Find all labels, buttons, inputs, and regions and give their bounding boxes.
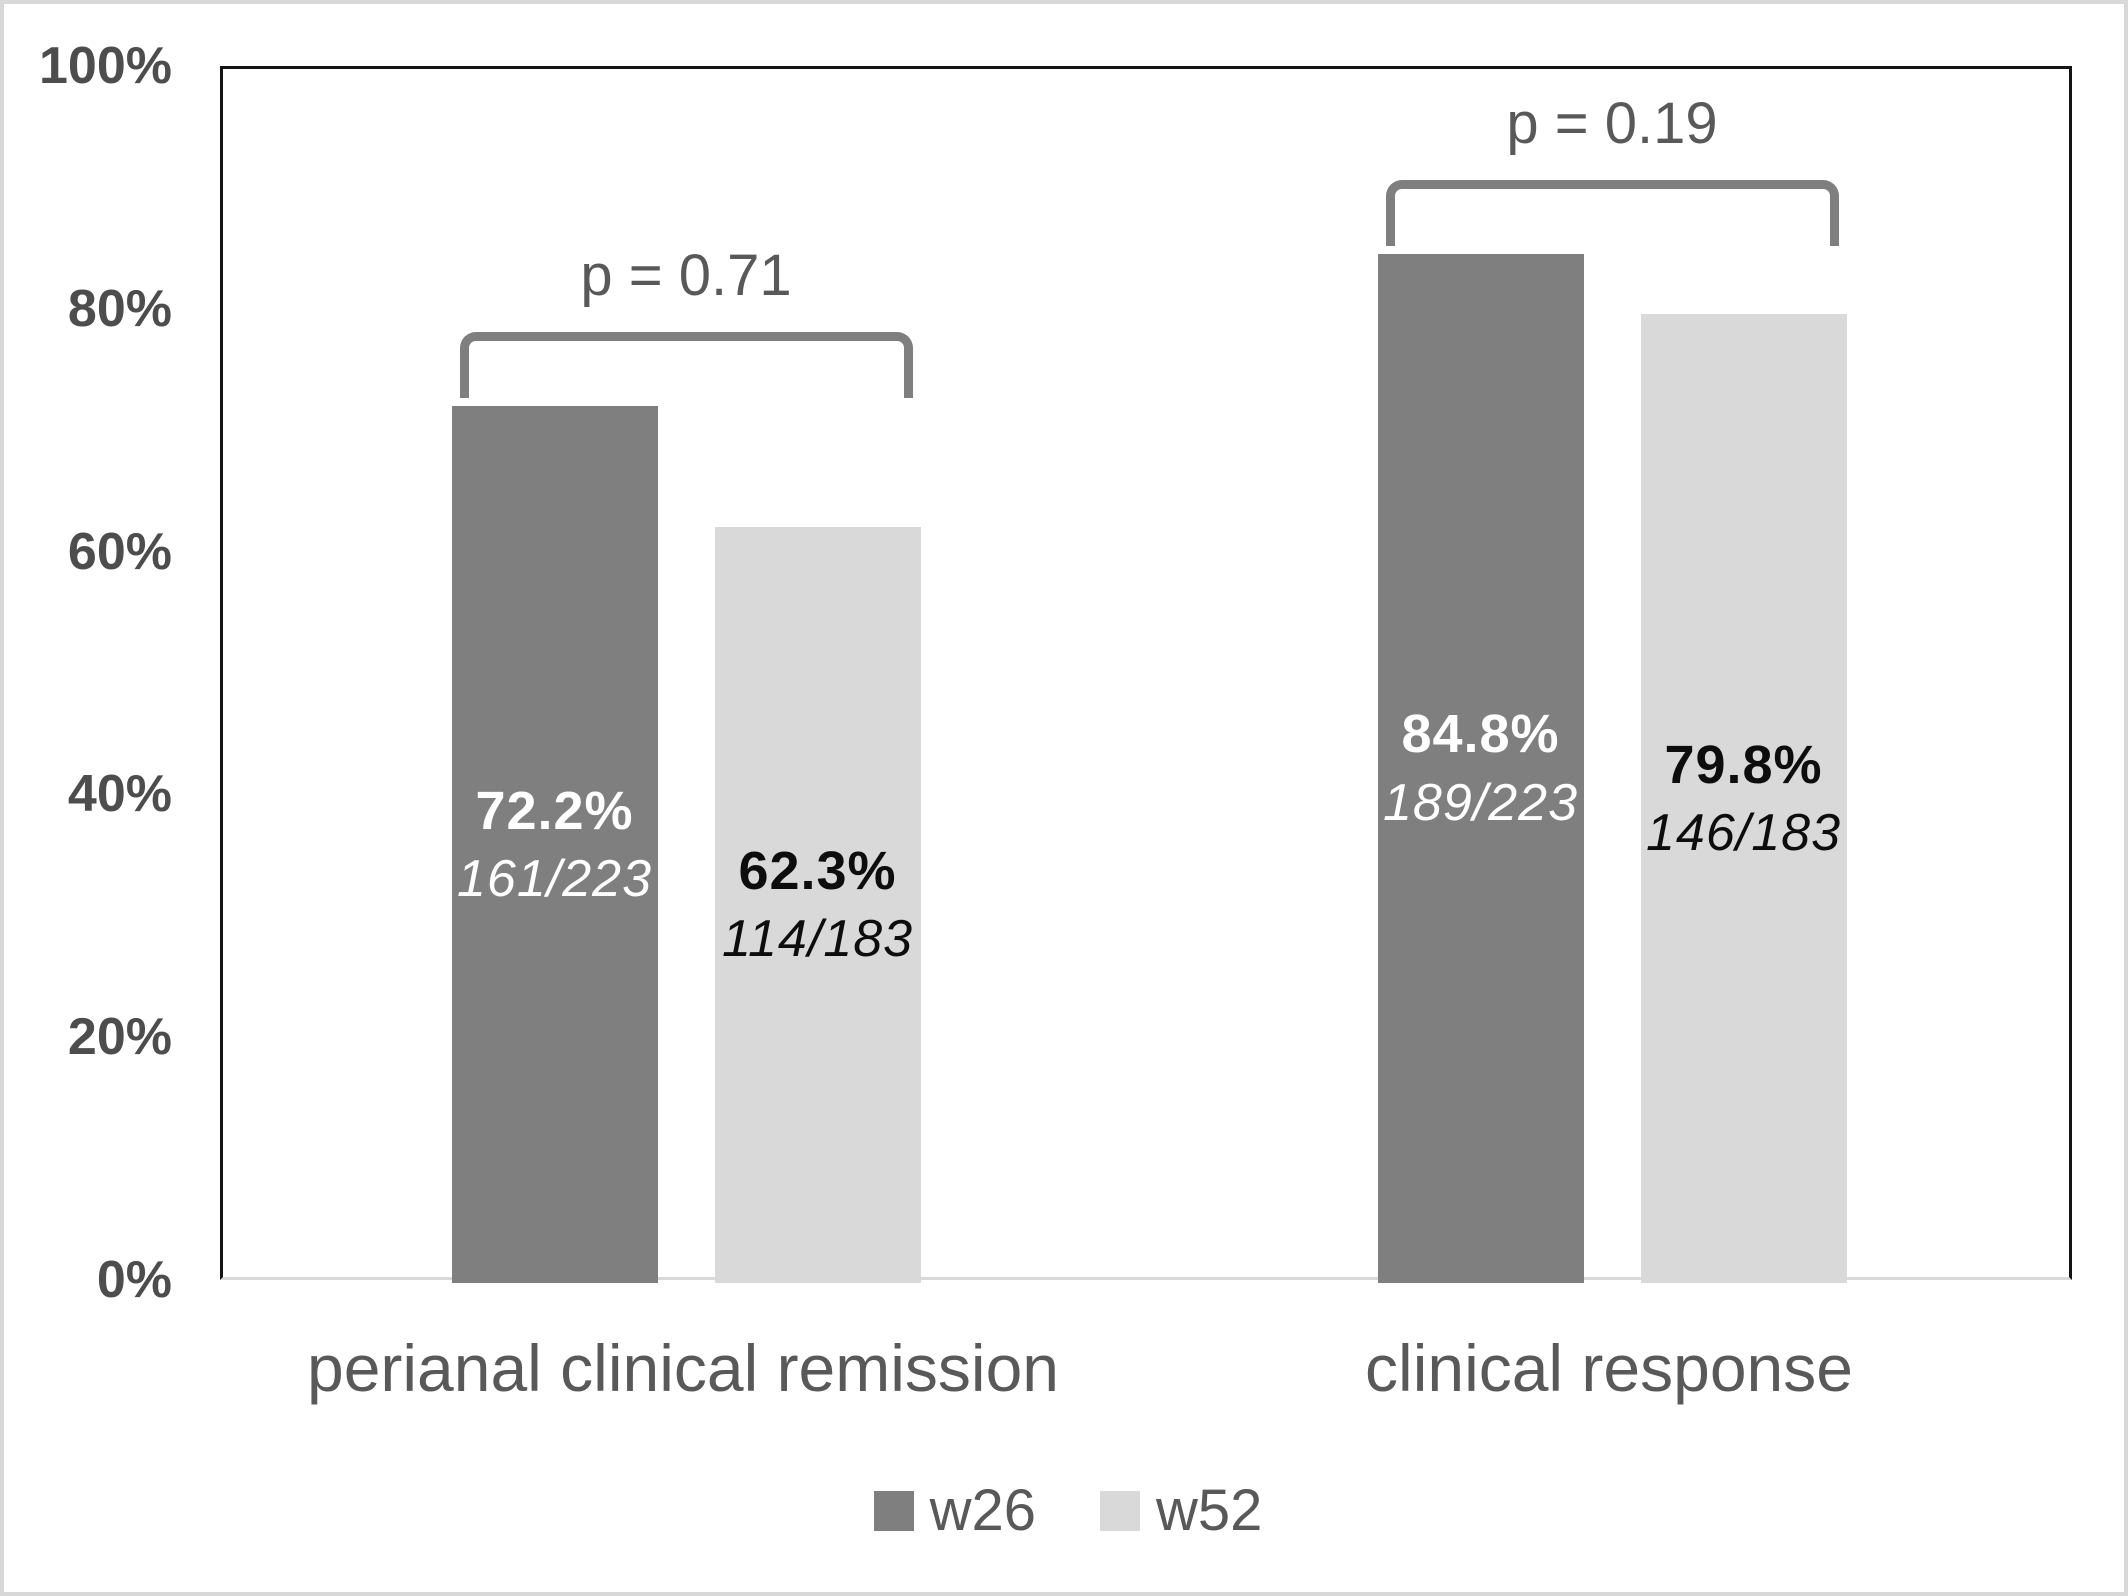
y-axis-tick-label: 80% bbox=[67, 279, 172, 338]
legend-swatch-w26 bbox=[873, 1491, 914, 1531]
p-value-label: p = 0.19 bbox=[1506, 90, 1718, 156]
legend-item-w52: w52 bbox=[1100, 1482, 1262, 1540]
y-axis-tick-label: 20% bbox=[67, 1008, 172, 1067]
legend: w26 w52 bbox=[4, 1478, 2124, 1543]
x-category-label: perianal clinical remission bbox=[307, 1331, 1059, 1405]
significance-bracket bbox=[459, 332, 913, 399]
bar-w26-2: 84.8% 189/223 bbox=[1377, 253, 1584, 1283]
y-axis-tick-label: 0% bbox=[96, 1251, 172, 1309]
legend-label: w52 bbox=[1156, 1478, 1263, 1543]
bar-value-label: 72.2% bbox=[475, 780, 634, 841]
bar-value-label: 79.8% bbox=[1664, 734, 1823, 795]
bar-w52-2: 79.8% 146/183 bbox=[1640, 314, 1847, 1283]
y-axis-tick-label: 100% bbox=[39, 37, 172, 95]
bar-fraction-label: 146/183 bbox=[1646, 803, 1841, 862]
bar-fraction-label: 189/223 bbox=[1383, 773, 1578, 832]
bar-value-label: 62.3% bbox=[738, 840, 897, 901]
y-axis-tick-label: 60% bbox=[67, 522, 172, 581]
x-category-label: clinical response bbox=[1365, 1331, 1853, 1405]
bar-fraction-label: 161/223 bbox=[457, 850, 652, 909]
p-value-label: p = 0.71 bbox=[580, 243, 792, 309]
legend-swatch-w52 bbox=[1100, 1491, 1140, 1531]
bar-w26-1: 72.2% 161/223 bbox=[451, 406, 658, 1283]
plot-area: 72.2% 161/223 62.3% 114/183 p = 0.71 84.8% 189… bbox=[220, 66, 2072, 1283]
bar-fraction-label: 114/183 bbox=[721, 910, 914, 969]
legend-item-w26: w26 bbox=[873, 1478, 1036, 1543]
legend-label: w26 bbox=[929, 1478, 1036, 1543]
significance-bracket bbox=[1385, 179, 1839, 246]
y-axis-tick-label: 40% bbox=[67, 765, 172, 824]
bar-w52-1: 62.3% 114/183 bbox=[714, 526, 921, 1283]
bar-value-label: 84.8% bbox=[1401, 704, 1560, 765]
